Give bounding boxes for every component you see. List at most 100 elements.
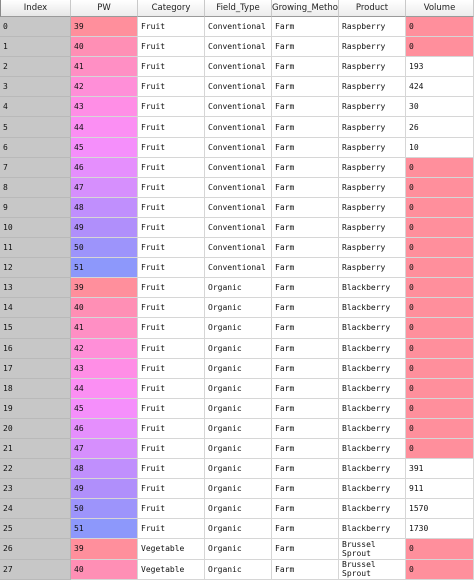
row-index-cell[interactable]: 23 (0, 479, 71, 500)
product-cell[interactable]: Blackberry (339, 519, 406, 540)
table-row[interactable]: 0 39 Fruit Conventional Farm Raspberry 0 (0, 17, 474, 38)
volume-cell[interactable]: 0 (406, 157, 474, 178)
volume-cell[interactable]: 26 (406, 117, 474, 138)
product-cell[interactable]: Blackberry (339, 318, 406, 339)
product-cell[interactable]: Raspberry (339, 37, 406, 58)
growing-method-cell[interactable]: Farm (272, 137, 339, 158)
row-index-cell[interactable]: 0 (0, 17, 71, 38)
table-row[interactable]: 15 41 Fruit Organic Farm Blackberry 0 (0, 318, 474, 339)
volume-cell[interactable]: 0 (406, 559, 474, 580)
row-index-cell[interactable]: 24 (0, 499, 71, 520)
category-cell[interactable]: Fruit (138, 398, 205, 419)
product-cell[interactable]: Raspberry (339, 97, 406, 118)
field-type-cell[interactable]: Organic (205, 539, 272, 560)
growing-method-cell[interactable]: Farm (272, 278, 339, 299)
pw-cell[interactable]: 41 (71, 57, 138, 78)
growing-method-cell[interactable]: Farm (272, 438, 339, 460)
volume-cell[interactable]: 0 (406, 197, 474, 218)
field-type-cell[interactable]: Organic (205, 278, 272, 299)
field-type-cell[interactable]: Organic (205, 298, 272, 319)
growing-method-cell[interactable]: Farm (272, 418, 339, 439)
row-index-cell[interactable]: 2 (0, 57, 71, 78)
product-cell[interactable]: Raspberry (339, 57, 406, 78)
volume-cell[interactable]: 10 (406, 137, 474, 158)
field-type-cell[interactable]: Organic (205, 459, 272, 480)
field-type-cell[interactable]: Conventional (205, 217, 272, 239)
product-cell[interactable]: Blackberry (339, 298, 406, 319)
field-type-cell[interactable]: Conventional (205, 177, 272, 198)
pw-cell[interactable]: 46 (71, 157, 138, 178)
row-index-cell[interactable]: 15 (0, 318, 71, 339)
field-type-cell[interactable]: Conventional (205, 238, 272, 259)
product-cell[interactable]: Blackberry (339, 398, 406, 419)
row-index-cell[interactable]: 19 (0, 398, 71, 419)
row-index-cell[interactable]: 17 (0, 358, 71, 379)
table-row[interactable]: 23 49 Fruit Organic Farm Blackberry 911 (0, 479, 474, 500)
pw-cell[interactable]: 46 (71, 418, 138, 439)
field-type-cell[interactable]: Organic (205, 378, 272, 399)
volume-cell[interactable]: 0 (406, 398, 474, 419)
row-index-cell[interactable]: 1 (0, 37, 71, 58)
table-row[interactable]: 4 43 Fruit Conventional Farm Raspberry 30 (0, 97, 474, 118)
category-cell[interactable]: Fruit (138, 97, 205, 118)
volume-cell[interactable]: 0 (406, 177, 474, 198)
product-cell[interactable]: Blackberry (339, 459, 406, 480)
row-index-cell[interactable]: 22 (0, 459, 71, 480)
table-row[interactable]: 22 48 Fruit Organic Farm Blackberry 391 (0, 459, 474, 480)
category-cell[interactable]: Fruit (138, 358, 205, 379)
growing-method-cell[interactable]: Farm (272, 539, 339, 560)
column-header-field-type[interactable]: Field_Type (205, 0, 272, 17)
growing-method-cell[interactable]: Farm (272, 358, 339, 379)
product-cell[interactable]: Raspberry (339, 197, 406, 218)
product-cell[interactable]: Raspberry (339, 157, 406, 178)
volume-cell[interactable]: 0 (406, 438, 474, 460)
volume-cell[interactable]: 911 (406, 479, 474, 500)
category-cell[interactable]: Fruit (138, 157, 205, 178)
product-cell[interactable]: Blackberry (339, 358, 406, 379)
growing-method-cell[interactable]: Farm (272, 378, 339, 399)
field-type-cell[interactable]: Organic (205, 338, 272, 359)
table-row[interactable]: 13 39 Fruit Organic Farm Blackberry 0 (0, 278, 474, 299)
category-cell[interactable]: Fruit (138, 459, 205, 480)
category-cell[interactable]: Fruit (138, 338, 205, 359)
growing-method-cell[interactable]: Farm (272, 258, 339, 279)
category-cell[interactable]: Fruit (138, 438, 205, 460)
pw-cell[interactable]: 42 (71, 77, 138, 98)
table-row[interactable]: 1 40 Fruit Conventional Farm Raspberry 0 (0, 37, 474, 58)
growing-method-cell[interactable]: Farm (272, 298, 339, 319)
field-type-cell[interactable]: Organic (205, 358, 272, 379)
growing-method-cell[interactable]: Farm (272, 559, 339, 580)
category-cell[interactable]: Fruit (138, 77, 205, 98)
product-cell[interactable]: Raspberry (339, 258, 406, 279)
field-type-cell[interactable]: Conventional (205, 57, 272, 78)
growing-method-cell[interactable]: Farm (272, 177, 339, 198)
volume-cell[interactable]: 0 (406, 17, 474, 38)
field-type-cell[interactable]: Conventional (205, 37, 272, 58)
row-index-cell[interactable]: 10 (0, 217, 71, 239)
field-type-cell[interactable]: Conventional (205, 137, 272, 158)
growing-method-cell[interactable]: Farm (272, 238, 339, 259)
growing-method-cell[interactable]: Farm (272, 77, 339, 98)
pw-cell[interactable]: 42 (71, 338, 138, 359)
volume-cell[interactable]: 193 (406, 57, 474, 78)
pw-cell[interactable]: 40 (71, 37, 138, 58)
category-cell[interactable]: Fruit (138, 318, 205, 339)
field-type-cell[interactable]: Organic (205, 479, 272, 500)
table-row[interactable]: 2 41 Fruit Conventional Farm Raspberry 193 (0, 57, 474, 78)
product-cell[interactable]: Brussel Sprout (339, 539, 406, 560)
pw-cell[interactable]: 50 (71, 499, 138, 520)
category-cell[interactable]: Fruit (138, 17, 205, 38)
growing-method-cell[interactable]: Farm (272, 117, 339, 138)
category-cell[interactable]: Vegetable (138, 539, 205, 560)
row-index-cell[interactable]: 16 (0, 338, 71, 359)
row-index-cell[interactable]: 9 (0, 197, 71, 218)
growing-method-cell[interactable]: Farm (272, 157, 339, 178)
table-row[interactable]: 25 51 Fruit Organic Farm Blackberry 1730 (0, 519, 474, 540)
table-row[interactable]: 3 42 Fruit Conventional Farm Raspberry 424 (0, 77, 474, 98)
pw-cell[interactable]: 48 (71, 459, 138, 480)
category-cell[interactable]: Fruit (138, 499, 205, 520)
pw-cell[interactable]: 47 (71, 177, 138, 198)
pw-cell[interactable]: 39 (71, 278, 138, 299)
field-type-cell[interactable]: Organic (205, 438, 272, 460)
growing-method-cell[interactable]: Farm (272, 217, 339, 239)
